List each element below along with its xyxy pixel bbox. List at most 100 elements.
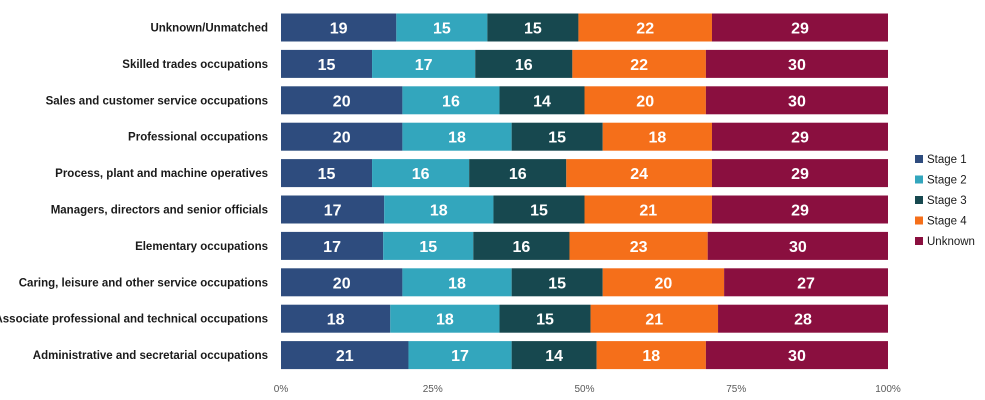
value-label-stage-3-professional-occupations: 15 <box>548 130 566 147</box>
bar-stage-3-associate-professional-and-technical-occupations <box>499 304 591 333</box>
bar-unknown-administrative-and-secretarial-occupations <box>705 341 888 370</box>
bar-stage-1-associate-professional-and-technical-occupations <box>281 304 391 333</box>
legend-swatch-stage-4 <box>915 216 923 225</box>
bar-stage-2-elementary-occupations <box>383 231 474 260</box>
bars-group: 19 15 15 22 29 15 17 16 22 30 20 16 14 20 30 20 18 15 18 29… <box>281 13 888 370</box>
legend-swatch-stage-1 <box>915 155 923 163</box>
bar-stage-1-professional-occupations <box>281 122 403 151</box>
category-label-administrative-and-secretarial-occupations: Administrative and secretarial occupatio… <box>33 350 268 362</box>
bar-stage-1-process-plant-and-machine-operatives <box>281 159 373 188</box>
value-label-unknown-skilled-trades-occupations: 30 <box>788 57 806 74</box>
category-label-process-plant-and-machine-operatives: Process, plant and machine operatives <box>55 168 268 180</box>
value-label-stage-2-managers-directors-and-senior-officials: 18 <box>430 203 448 220</box>
category-label-caring-leisure-and-other-service-occupations: Caring, leisure and other service occupa… <box>19 277 268 289</box>
bar-stage-3-professional-occupations <box>511 122 603 151</box>
x-tick-label-0: 0% <box>274 384 289 395</box>
bar-stage-3-process-plant-and-machine-operatives <box>469 159 567 188</box>
bar-stage-4-sales-and-customer-service-occupations <box>584 86 706 115</box>
value-label-stage-4-elementary-occupations: 23 <box>630 239 648 256</box>
bar-stage-4-caring-leisure-and-other-service-occupations <box>602 268 725 297</box>
bar-stage-3-managers-directors-and-senior-officials <box>493 195 585 224</box>
bar-unknown-elementary-occupations <box>707 231 888 260</box>
value-label-stage-1-elementary-occupations: 17 <box>323 239 341 256</box>
bar-stage-3-unknown-unmatched <box>487 13 579 42</box>
bar-stage-4-skilled-trades-occupations <box>572 49 706 78</box>
bar-stage-4-process-plant-and-machine-operatives <box>566 159 712 188</box>
value-label-stage-4-professional-occupations: 18 <box>648 130 666 147</box>
value-label-unknown-caring-leisure-and-other-service-occupations: 27 <box>797 275 815 292</box>
bar-stage-1-elementary-occupations <box>281 231 384 260</box>
value-label-stage-1-caring-leisure-and-other-service-occupations: 20 <box>333 275 351 292</box>
value-label-stage-3-administrative-and-secretarial-occupations: 14 <box>545 348 563 365</box>
value-label-stage-2-process-plant-and-machine-operatives: 16 <box>412 166 430 183</box>
value-label-unknown-professional-occupations: 29 <box>791 130 809 147</box>
bar-stage-4-elementary-occupations <box>569 231 708 260</box>
value-label-stage-4-managers-directors-and-senior-officials: 21 <box>639 203 657 220</box>
bar-stage-1-administrative-and-secretarial-occupations <box>281 341 409 370</box>
value-label-stage-2-administrative-and-secretarial-occupations: 17 <box>451 348 469 365</box>
value-label-unknown-administrative-and-secretarial-occupations: 30 <box>788 348 806 365</box>
category-label-unknown-unmatched: Unknown/Unmatched <box>150 23 268 35</box>
value-label-stage-2-associate-professional-and-technical-occupations: 18 <box>436 312 454 329</box>
value-label-stage-3-managers-directors-and-senior-officials: 15 <box>530 203 548 220</box>
value-label-stage-1-unknown-unmatched: 19 <box>330 21 348 38</box>
value-label-unknown-associate-professional-and-technical-occupations: 28 <box>794 312 812 329</box>
bar-stage-1-skilled-trades-occupations <box>281 49 373 78</box>
value-label-stage-1-skilled-trades-occupations: 15 <box>318 57 336 74</box>
bar-stage-3-skilled-trades-occupations <box>475 49 573 78</box>
value-label-stage-4-caring-leisure-and-other-service-occupations: 20 <box>655 275 673 292</box>
value-label-stage-1-professional-occupations: 20 <box>333 130 351 147</box>
value-label-stage-4-administrative-and-secretarial-occupations: 18 <box>642 348 660 365</box>
category-label-managers-directors-and-senior-officials: Managers, directors and senior officials <box>51 205 268 217</box>
bar-stage-2-managers-directors-and-senior-officials <box>384 195 494 224</box>
category-label-professional-occupations: Professional occupations <box>128 132 268 144</box>
value-label-stage-3-unknown-unmatched: 15 <box>524 21 542 38</box>
value-label-unknown-elementary-occupations: 30 <box>789 239 807 256</box>
bar-stage-3-caring-leisure-and-other-service-occupations <box>511 268 603 297</box>
value-label-stage-2-sales-and-customer-service-occupations: 16 <box>442 93 460 110</box>
bar-stage-2-unknown-unmatched <box>396 13 488 42</box>
value-label-stage-4-associate-professional-and-technical-occupations: 21 <box>645 312 663 329</box>
legend-label-stage-1: Stage 1 <box>927 154 967 166</box>
bar-stage-1-managers-directors-and-senior-officials <box>281 195 385 224</box>
legend-label-stage-2: Stage 2 <box>927 175 967 187</box>
x-tick-label-4: 100% <box>875 384 901 395</box>
legend-label-stage-4: Stage 4 <box>927 216 967 228</box>
value-label-stage-3-caring-leisure-and-other-service-occupations: 15 <box>548 275 566 292</box>
category-label-elementary-occupations: Elementary occupations <box>135 241 268 253</box>
value-label-stage-3-skilled-trades-occupations: 16 <box>515 57 533 74</box>
bar-unknown-sales-and-customer-service-occupations <box>705 86 888 115</box>
legend-label-stage-3: Stage 3 <box>927 195 967 207</box>
x-tick-label-1: 25% <box>423 384 443 395</box>
value-label-stage-2-caring-leisure-and-other-service-occupations: 18 <box>448 275 466 292</box>
value-label-stage-2-skilled-trades-occupations: 17 <box>415 57 433 74</box>
value-label-stage-3-process-plant-and-machine-operatives: 16 <box>509 166 527 183</box>
bar-stage-3-elementary-occupations <box>473 231 570 260</box>
legend-label-unknown: Unknown <box>927 236 975 248</box>
legend-swatch-stage-2 <box>915 175 923 184</box>
bar-stage-4-unknown-unmatched <box>578 13 712 42</box>
x-axis-ticks: 0% 25% 50% 75% 100% <box>274 384 901 395</box>
bar-stage-2-skilled-trades-occupations <box>372 49 476 78</box>
bar-stage-4-administrative-and-secretarial-occupations <box>596 341 706 370</box>
category-labels: Unknown/Unmatched Skilled trades occupati… <box>0 23 268 363</box>
value-label-stage-3-elementary-occupations: 16 <box>512 239 530 256</box>
x-tick-label-2: 50% <box>574 384 594 395</box>
bar-stage-2-administrative-and-secretarial-occupations <box>408 341 512 370</box>
value-label-unknown-managers-directors-and-senior-officials: 29 <box>791 203 809 220</box>
value-label-stage-3-sales-and-customer-service-occupations: 14 <box>533 93 551 110</box>
legend-swatch-unknown <box>915 237 923 245</box>
value-label-stage-1-administrative-and-secretarial-occupations: 21 <box>336 348 354 365</box>
value-label-stage-2-elementary-occupations: 15 <box>419 239 437 256</box>
value-label-stage-1-sales-and-customer-service-occupations: 20 <box>333 93 351 110</box>
value-label-stage-4-skilled-trades-occupations: 22 <box>630 57 648 74</box>
value-label-stage-4-unknown-unmatched: 22 <box>636 21 654 38</box>
bar-stage-1-sales-and-customer-service-occupations <box>281 86 403 115</box>
value-label-unknown-sales-and-customer-service-occupations: 30 <box>788 93 806 110</box>
category-label-associate-professional-and-technical-occupations: Associate professional and technical occ… <box>0 314 268 326</box>
bar-unknown-unknown-unmatched <box>711 13 888 42</box>
value-label-stage-1-process-plant-and-machine-operatives: 15 <box>318 166 336 183</box>
bar-stage-3-administrative-and-secretarial-occupations <box>511 341 597 370</box>
category-label-sales-and-customer-service-occupations: Sales and customer service occupations <box>46 95 268 107</box>
